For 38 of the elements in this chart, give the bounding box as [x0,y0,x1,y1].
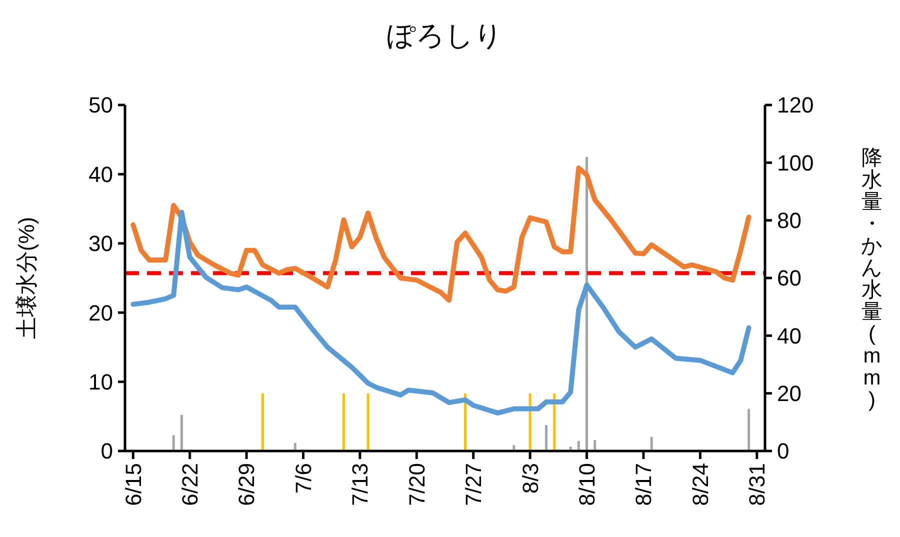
y-tick-label: 10 [88,370,113,394]
y2-tick-label: 60 [777,266,802,291]
x-tick-label: 8/17 [631,463,656,506]
x-tick-label: 8/24 [688,463,713,506]
chart-title: ぽろしり [387,20,503,51]
x-tick-label: 7/13 [348,463,373,506]
bar [545,425,548,451]
x-tick-label: 6/29 [234,463,260,506]
bar [748,408,750,451]
bar [180,414,183,451]
x-tick-label: 8/10 [574,463,600,506]
x-tick-label: 7/6 [290,463,316,494]
y-tick-label: 20 [88,300,113,326]
bar [586,156,588,451]
y-tick-label: 50 [88,92,113,118]
y-tick-label: 30 [88,231,113,256]
x-tick-label: 7/20 [404,463,430,506]
x-tick-label: 7/27 [461,463,486,506]
x-tick-label: 6/22 [178,463,203,506]
y2-tick-label: 40 [777,323,802,348]
x-tick-label: 8/3 [518,463,543,494]
x-tick-label: 6/15 [120,463,146,506]
y-tick-label: 0 [100,438,113,464]
y2-tick-label: 100 [777,150,814,176]
y-tick-label: 40 [88,162,113,187]
y-axis-title: 土壌水分(%) [14,216,39,340]
y2-tick-label: 120 [777,92,814,118]
x-tick-label: 8/31 [744,463,770,506]
y2-tick-label: 80 [777,208,802,234]
bar [172,435,175,451]
bar [366,393,370,451]
bar [261,393,264,451]
bar [650,436,653,451]
bar [594,440,596,451]
y2-tick-label: 0 [777,438,790,464]
text: 降水量・かん水量(mm) [861,146,883,412]
bar [342,393,345,451]
y2-tick-label: 20 [777,381,802,406]
